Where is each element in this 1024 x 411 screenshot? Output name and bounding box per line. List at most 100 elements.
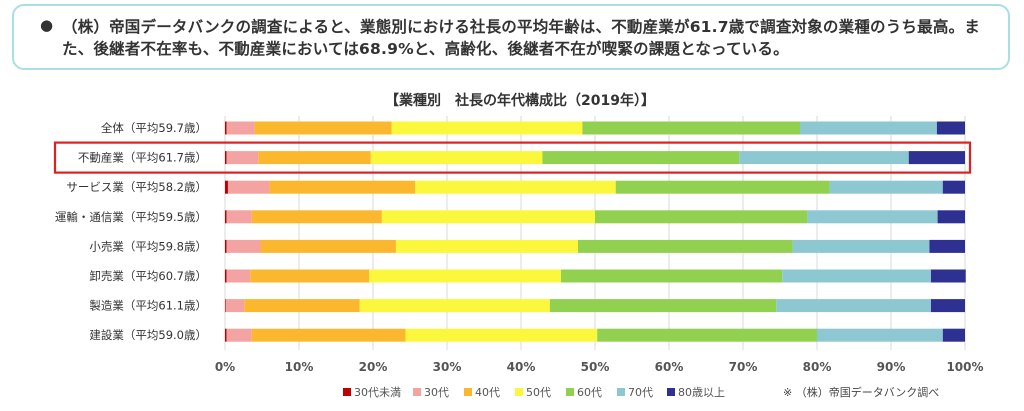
bar-segment [225,121,227,135]
category-labels: 全体（平均59.7歳） 不動産業（平均61.7歳） サービス業（平均58.2歳） 運輸… [55,121,207,342]
bar-segment [942,180,965,194]
bar-segment [251,210,382,224]
bar-segment [549,299,777,313]
category-label: 製造業（平均61.1歳） [89,299,207,313]
legend-swatch [464,388,472,396]
bar-segment [226,269,251,283]
legend-swatch [566,388,574,396]
category-label: サービス業（平均58.2歳） [66,180,207,194]
summary-text: （株）帝国データバンクの調査によると、業態別における社長の平均年齢は、不動産業が… [62,18,980,58]
bar-segment [225,299,226,313]
highlight-box [53,141,972,174]
bar-segment [226,239,261,253]
legend-swatch [667,388,675,396]
x-tick-label: 80% [803,360,832,374]
legend-label: 40代 [475,386,500,399]
x-tick-label: 70% [729,360,758,374]
bars [225,121,966,342]
x-tick-label: 30% [433,360,462,374]
bar-segment [225,210,227,224]
summary-callout: ● （株）帝国データバンクの調査によると、業態別における社長の平均年齢は、不動産… [12,4,1010,70]
bar-segment [251,328,406,342]
category-label: 運輸・通信業（平均59.5歳） [55,210,207,224]
bar-segment [415,180,616,194]
legend: 30代未満 30代 40代 50代 60代 70代 80歳以上 [343,386,725,399]
bar-segment [359,299,550,313]
bar-segment [597,328,817,342]
bar-segment [395,239,578,253]
x-tick-label: 90% [877,360,906,374]
legend-swatch [343,388,351,396]
category-label: 小売業（平均59.8歳） [89,239,207,253]
source-note: ※ （株）帝国データバンク調べ [783,385,939,399]
legend-label: 30代 [424,386,449,399]
bar-segment [370,151,543,165]
category-label: 卸売業（平均60.7歳） [89,269,207,283]
bar-segment [817,328,943,342]
x-tick-label: 50% [581,360,610,374]
bar-segment [226,210,252,224]
legend-label: 30代未満 [354,386,401,399]
bar-segment [250,269,370,283]
bar-segment [225,180,228,194]
bar-segment [595,210,808,224]
bar-segment [269,180,416,194]
bar-segment [582,121,800,135]
category-label: 全体（平均59.7歳） [101,121,207,135]
bar-segment [244,299,360,313]
bar-segment [908,151,965,165]
bar-segment [260,239,396,253]
category-label: 建設業（平均59.0歳） [89,328,207,342]
x-tick-label: 60% [655,360,684,374]
bar-segment [258,151,371,165]
bar-segment [942,328,965,342]
bar-segment [254,121,392,135]
bar-segment [225,239,227,253]
bar-segment [225,269,227,283]
x-tick-label: 40% [507,360,536,374]
bar-segment [405,328,598,342]
bar-segment [225,299,245,313]
bar-segment [937,210,965,224]
bar-segment [936,121,965,135]
bar-segment [226,121,255,135]
bar-segment [542,151,740,165]
legend-label: 50代 [526,386,551,399]
chart-title: 【業種別 社長の年代構成比（2019年）】 [385,92,655,109]
x-tick-label: 0% [215,360,235,374]
bar-segment [739,151,909,165]
x-tick-label: 100% [946,360,983,374]
category-label: 不動産業（平均61.7歳） [78,151,207,165]
bullet-icon: ● [40,16,54,34]
bar-segment [226,151,259,165]
legend-swatch [617,388,625,396]
bar-segment [226,328,252,342]
legend-label: 60代 [577,386,602,399]
bar-segment [829,180,943,194]
bar-segment [930,269,966,283]
bar-segment [381,210,595,224]
bar-segment [391,121,583,135]
bar-segment [225,151,227,165]
bar-segment [929,239,965,253]
x-tick-label: 20% [359,360,388,374]
legend-swatch [413,388,421,396]
legend-label: 80歳以上 [678,386,725,399]
bar-segment [560,269,783,283]
bar-segment [225,328,227,342]
legend-swatch [515,388,523,396]
legend-label: 70代 [628,386,653,399]
bar-segment [807,210,938,224]
x-tick-label: 10% [285,360,314,374]
bar-segment [792,239,930,253]
bar-segment [615,180,830,194]
bar-segment [799,121,937,135]
bar-segment [577,239,793,253]
bar-segment [782,269,931,283]
bar-segment [930,299,965,313]
bar-segment [369,269,561,283]
x-axis-ticks: 0% 10% 20% 30% 40% 50% 60% 70% 80% 90% 100% [215,360,984,374]
bar-segment [776,299,931,313]
bar-segment [227,180,270,194]
